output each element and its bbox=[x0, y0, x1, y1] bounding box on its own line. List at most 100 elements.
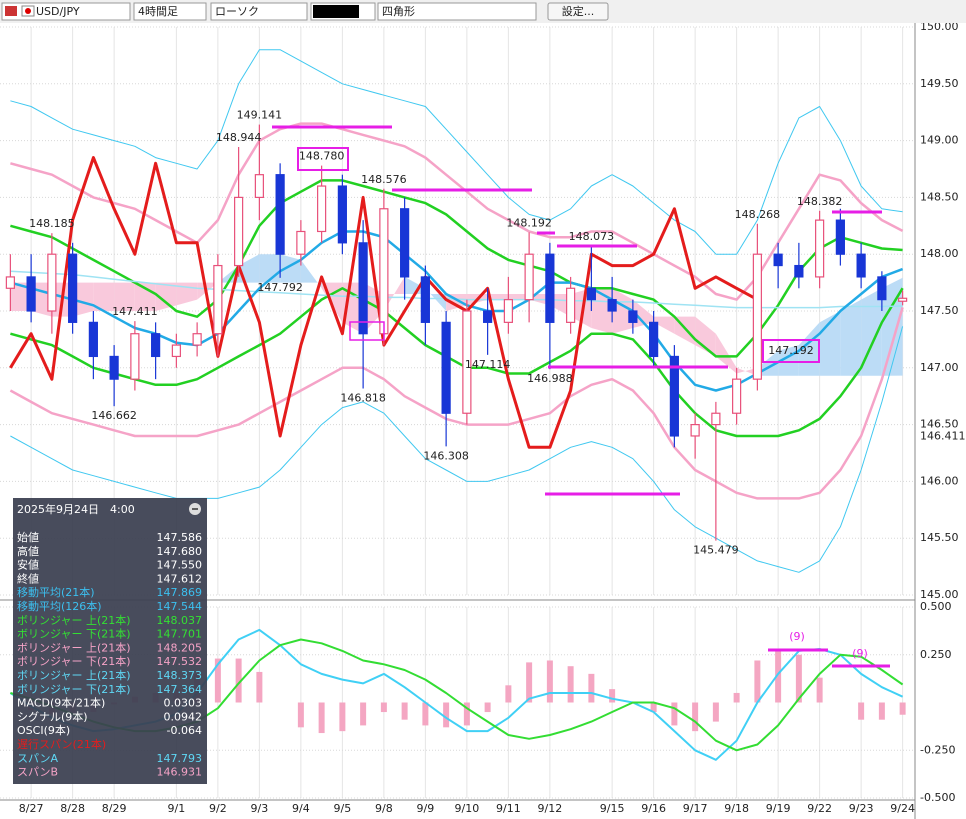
candle-body bbox=[400, 208, 410, 278]
price-annotation: 147.792 bbox=[257, 281, 303, 294]
flag-us bbox=[5, 6, 17, 16]
y-tick-label: 0.250 bbox=[920, 648, 952, 661]
flag-jp-dot bbox=[25, 8, 31, 14]
y-tick-label: 147.00 bbox=[920, 361, 959, 374]
osci-bar bbox=[401, 702, 408, 720]
timeframe-select[interactable] bbox=[133, 2, 207, 21]
x-tick-label: 9/18 bbox=[724, 802, 749, 815]
candle-body bbox=[794, 264, 804, 278]
price-annotation: 147.192 bbox=[768, 344, 814, 357]
info-label: MACD(9本/21本) bbox=[17, 696, 105, 710]
tool-icon bbox=[313, 5, 359, 18]
osci-bar bbox=[692, 702, 699, 732]
y-tick-label: 149.50 bbox=[920, 77, 959, 90]
cloud bbox=[10, 282, 32, 311]
info-label: スパンA bbox=[17, 752, 59, 765]
price-annotation: 148.382 bbox=[797, 195, 843, 208]
candle-body bbox=[26, 276, 36, 312]
cloud bbox=[197, 282, 218, 300]
x-tick-label: 9/5 bbox=[334, 802, 352, 815]
osci-bar bbox=[297, 702, 304, 728]
x-tick-label: 9/3 bbox=[251, 802, 269, 815]
cloud bbox=[72, 282, 94, 317]
y-tick-label: 150.00 bbox=[920, 20, 959, 33]
cloud bbox=[612, 288, 633, 334]
info-label: ボリンジャー 上(21本) bbox=[17, 613, 131, 627]
candle-body bbox=[317, 185, 327, 233]
y-tick-label: 0.500 bbox=[920, 600, 952, 613]
cloud bbox=[881, 277, 903, 376]
cloud bbox=[280, 254, 301, 283]
osci-bar bbox=[671, 702, 678, 726]
info-value: 148.373 bbox=[157, 669, 203, 682]
info-value: 147.701 bbox=[157, 628, 203, 641]
y-tick-label: 145.50 bbox=[920, 531, 959, 544]
info-label: OSCI(9本) bbox=[17, 723, 70, 737]
info-value: 146.931 bbox=[157, 766, 203, 779]
info-value: 147.612 bbox=[157, 572, 203, 585]
style-select[interactable] bbox=[210, 2, 308, 21]
cloud bbox=[487, 293, 509, 300]
drawn-box bbox=[297, 147, 349, 171]
candle-body bbox=[732, 378, 742, 414]
candle-body bbox=[483, 310, 493, 323]
osci-bar bbox=[526, 662, 533, 703]
cloud bbox=[300, 259, 322, 289]
info-value: 147.869 bbox=[157, 586, 203, 599]
candle-body bbox=[877, 276, 887, 301]
toolbar: USD/JPY 4時間足 ローソク 四角形 設定... bbox=[0, 0, 966, 23]
x-tick-label: 8/28 bbox=[60, 802, 85, 815]
candle-body bbox=[213, 264, 223, 335]
x-tick-label: 9/23 bbox=[849, 802, 874, 815]
osci-bar bbox=[712, 702, 719, 722]
cloud bbox=[591, 288, 613, 334]
info-label: スパンB bbox=[17, 766, 58, 779]
candle-body bbox=[607, 299, 617, 312]
cloud bbox=[31, 282, 52, 317]
info-value: 147.550 bbox=[157, 559, 203, 572]
cloud bbox=[363, 282, 384, 334]
indicator-line bbox=[9, 307, 904, 500]
cloud bbox=[736, 367, 758, 376]
osci-bar bbox=[339, 702, 346, 732]
indicator-line bbox=[9, 156, 759, 449]
candle-body bbox=[752, 253, 762, 380]
info-title: 2025年9月24日 4:00 bbox=[17, 502, 135, 516]
osci-bar bbox=[380, 702, 387, 713]
osci-bar bbox=[899, 702, 906, 715]
cloud bbox=[840, 299, 862, 376]
info-label: ボリンジャー 下(21本) bbox=[17, 654, 131, 668]
osci-bar bbox=[650, 702, 657, 713]
price-annotation: 148.576 bbox=[361, 173, 407, 186]
info-label: 移動平均(126本) bbox=[17, 599, 102, 613]
y-tick-label: -0.250 bbox=[920, 743, 955, 756]
info-label: ボリンジャー 下(21本) bbox=[17, 682, 131, 696]
price-annotation: 146.818 bbox=[340, 391, 386, 404]
candle-body bbox=[68, 253, 78, 323]
x-tick-label: 8/29 bbox=[102, 802, 127, 815]
cloud bbox=[404, 276, 426, 294]
info-value: 147.680 bbox=[157, 545, 203, 558]
candle-body bbox=[815, 219, 825, 278]
osci-bar bbox=[588, 673, 595, 703]
x-tick-label: 9/24 bbox=[890, 802, 915, 815]
cloud bbox=[695, 316, 716, 357]
x-tick-label: 9/22 bbox=[807, 802, 832, 815]
x-tick-label: 9/15 bbox=[600, 802, 625, 815]
drawing-field[interactable] bbox=[377, 2, 537, 21]
osci-bar bbox=[484, 702, 491, 713]
candle-body bbox=[856, 253, 866, 278]
candle-body bbox=[420, 276, 430, 323]
drawn-box bbox=[349, 321, 385, 341]
indicator-line bbox=[10, 287, 904, 438]
osci-bar bbox=[422, 702, 429, 726]
x-tick-label: 9/11 bbox=[496, 802, 521, 815]
price-annotation: 147.411 bbox=[112, 305, 158, 318]
settings-button[interactable] bbox=[547, 2, 609, 21]
price-annotation: 147.114 bbox=[465, 358, 511, 371]
settings[interactable]: 設定... bbox=[562, 4, 595, 18]
y-tick-label: -0.500 bbox=[920, 791, 955, 804]
osci-bar bbox=[318, 702, 325, 734]
price-annotation: 148.268 bbox=[735, 208, 781, 221]
